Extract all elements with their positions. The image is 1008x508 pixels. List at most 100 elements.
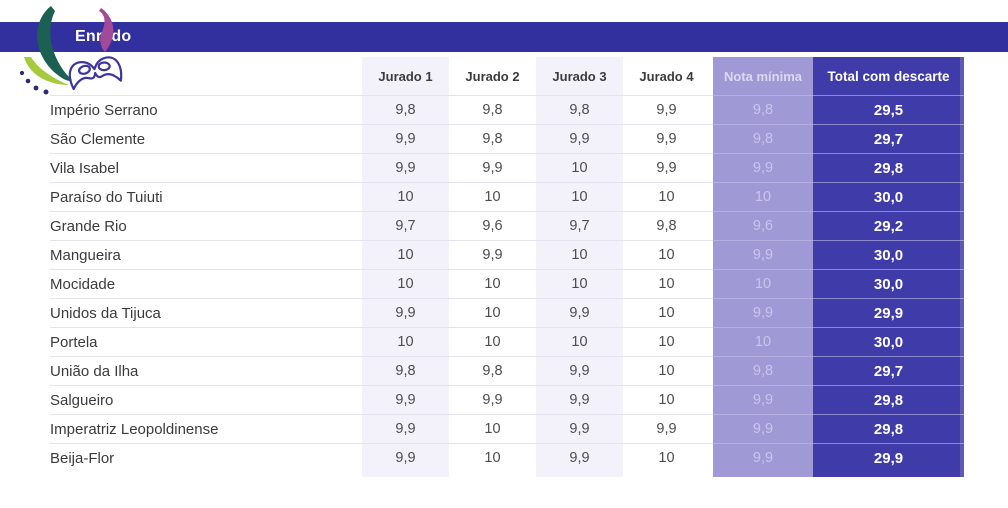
score-jurado-2: 10 xyxy=(449,269,536,298)
score-jurado-3: 10 xyxy=(536,182,623,211)
nota-minima-value: 9,9 xyxy=(713,153,813,182)
score-jurado-1: 9,8 xyxy=(362,356,449,385)
column-gap xyxy=(710,182,713,211)
score-jurado-3 xyxy=(536,472,623,477)
category-title: Enredo xyxy=(0,22,1008,52)
score-jurado-3: 9,9 xyxy=(536,414,623,443)
score-jurado-2: 10 xyxy=(449,414,536,443)
school-name: Paraíso do Tuiuti xyxy=(50,182,362,211)
nota-minima-value xyxy=(713,472,813,477)
nota-minima-value: 9,9 xyxy=(713,414,813,443)
score-jurado-1: 9,9 xyxy=(362,153,449,182)
score-jurado-2: 9,8 xyxy=(449,356,536,385)
school-name: Unidos da Tijuca xyxy=(50,298,362,327)
school-name: Portela xyxy=(50,327,362,356)
nota-minima-value: 9,9 xyxy=(713,385,813,414)
column-header-jurado-1: Jurado 1 xyxy=(362,57,449,95)
score-jurado-3: 10 xyxy=(536,327,623,356)
scores-table: Jurado 1 Jurado 2 Jurado 3 Jurado 4 Nota… xyxy=(50,57,964,477)
total-value: 30,0 xyxy=(813,240,964,269)
column-header-nota-minima: Nota mínima xyxy=(713,57,813,95)
nota-minima-value: 9,9 xyxy=(713,240,813,269)
total-value: 29,8 xyxy=(813,385,964,414)
score-jurado-4: 10 xyxy=(623,240,710,269)
column-gap xyxy=(710,414,713,443)
column-gap xyxy=(710,298,713,327)
score-jurado-4: 10 xyxy=(623,443,710,472)
swoosh-dark-green xyxy=(37,6,72,81)
score-jurado-4: 9,9 xyxy=(623,95,710,124)
title-bar: Enredo xyxy=(0,22,1008,52)
score-jurado-1: 10 xyxy=(362,240,449,269)
school-name: Salgueiro xyxy=(50,385,362,414)
total-value xyxy=(813,472,964,477)
nota-minima-value: 9,8 xyxy=(713,95,813,124)
column-gap xyxy=(710,327,713,356)
score-jurado-4: 10 xyxy=(623,385,710,414)
score-jurado-2: 10 xyxy=(449,327,536,356)
school-name: Mocidade xyxy=(50,269,362,298)
nota-minima-value: 10 xyxy=(713,269,813,298)
nota-minima-value: 9,8 xyxy=(713,356,813,385)
score-jurado-1 xyxy=(362,472,449,477)
column-gap xyxy=(710,443,713,472)
score-jurado-2: 9,9 xyxy=(449,385,536,414)
total-value: 29,5 xyxy=(813,95,964,124)
score-jurado-2: 10 xyxy=(449,182,536,211)
score-jurado-4: 10 xyxy=(623,269,710,298)
total-value: 29,2 xyxy=(813,211,964,240)
score-jurado-4: 9,9 xyxy=(623,124,710,153)
score-jurado-3: 9,9 xyxy=(536,443,623,472)
school-name: Mangueira xyxy=(50,240,362,269)
nota-minima-value: 9,9 xyxy=(713,443,813,472)
score-jurado-1: 10 xyxy=(362,182,449,211)
swoosh-lime xyxy=(24,57,69,85)
score-jurado-4: 10 xyxy=(623,327,710,356)
column-gap xyxy=(710,211,713,240)
score-jurado-4: 10 xyxy=(623,182,710,211)
column-gap xyxy=(710,153,713,182)
total-value: 30,0 xyxy=(813,327,964,356)
school-name: Vila Isabel xyxy=(50,153,362,182)
score-jurado-4: 10 xyxy=(623,356,710,385)
score-jurado-3: 9,8 xyxy=(536,95,623,124)
score-jurado-2: 9,9 xyxy=(449,153,536,182)
score-jurado-2: 9,6 xyxy=(449,211,536,240)
nota-minima-value: 9,9 xyxy=(713,298,813,327)
score-jurado-1: 9,9 xyxy=(362,385,449,414)
total-value: 29,9 xyxy=(813,443,964,472)
nota-minima-value: 9,6 xyxy=(713,211,813,240)
score-jurado-3: 9,7 xyxy=(536,211,623,240)
school-name: Grande Rio xyxy=(50,211,362,240)
school-name: São Clemente xyxy=(50,124,362,153)
score-jurado-1: 9,9 xyxy=(362,443,449,472)
column-header-jurado-4: Jurado 4 xyxy=(639,68,694,84)
carnival-logo xyxy=(19,6,123,95)
score-jurado-4: 9,8 xyxy=(623,211,710,240)
score-jurado-1: 9,9 xyxy=(362,298,449,327)
score-jurado-1: 9,8 xyxy=(362,95,449,124)
total-value: 29,7 xyxy=(813,124,964,153)
school-name: União da Ilha xyxy=(50,356,362,385)
score-jurado-3: 10 xyxy=(536,269,623,298)
total-value: 30,0 xyxy=(813,182,964,211)
total-value: 29,8 xyxy=(813,153,964,182)
score-jurado-2: 10 xyxy=(449,298,536,327)
score-jurado-3: 9,9 xyxy=(536,385,623,414)
column-header-jurado-2: Jurado 2 xyxy=(465,68,520,84)
score-jurado-1: 9,9 xyxy=(362,124,449,153)
nota-minima-value: 10 xyxy=(713,182,813,211)
school-name: Império Serrano xyxy=(50,95,362,124)
score-jurado-2: 10 xyxy=(449,443,536,472)
score-jurado-4 xyxy=(623,472,710,477)
column-gap xyxy=(710,269,713,298)
score-jurado-3: 10 xyxy=(536,153,623,182)
total-value: 29,9 xyxy=(813,298,964,327)
nota-minima-value: 9,8 xyxy=(713,124,813,153)
swoosh-magenta xyxy=(99,8,114,52)
score-jurado-3: 9,9 xyxy=(536,124,623,153)
column-gap xyxy=(710,356,713,385)
score-jurado-2: 9,8 xyxy=(449,124,536,153)
column-gap xyxy=(710,95,713,124)
score-jurado-3: 9,9 xyxy=(536,356,623,385)
